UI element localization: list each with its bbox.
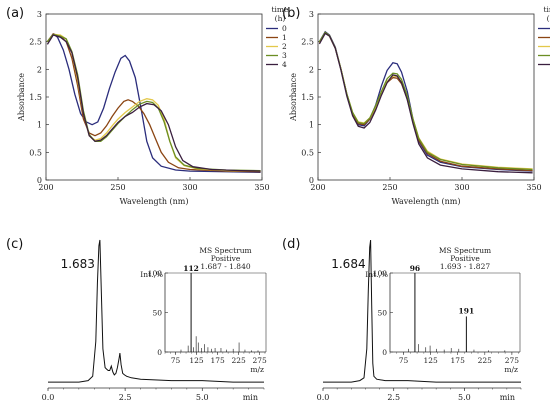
y-tick-label: 1 <box>37 121 42 130</box>
series-line-4 <box>318 32 533 174</box>
x-tick-label: 250 <box>382 183 397 192</box>
chromatogram-plot-c: 0.0 2.5 5.0 min 1.683 MS SpectrumPositive1.68… <box>42 239 268 402</box>
legend-entry: 3 <box>282 51 287 60</box>
x-tick-label: 200 <box>38 183 53 192</box>
legend-title-unit: (h) <box>275 14 286 23</box>
ms-x-tick-label: 275 <box>505 356 520 365</box>
ms-x-label: m/z <box>504 365 518 374</box>
series-line-0 <box>46 32 261 173</box>
ms-y-tick-label: 50 <box>152 309 162 318</box>
ms-x-label: m/z <box>250 365 264 374</box>
ms-x-tick-label: 225 <box>231 356 246 365</box>
legend-title: time <box>272 5 290 14</box>
x-axis-unit: min <box>500 393 515 402</box>
series-line-1 <box>46 33 261 173</box>
x-tick-label: 250 <box>110 183 125 192</box>
chromatogram-plot-d: 0.0 2.5 5.0 min 1.684 MS SpectrumPositive1.69… <box>317 239 522 402</box>
legend-entry: 2 <box>282 42 287 51</box>
legend-title: time <box>544 5 550 14</box>
ms-range: 1.687 - 1.840 <box>200 262 250 271</box>
ms-x-tick-label: 75 <box>399 356 409 365</box>
ms-x-tick-label: 125 <box>189 356 204 365</box>
x-axis-unit: min <box>243 393 258 402</box>
y-tick-label: 3 <box>309 10 314 19</box>
ms-title: MS Spectrum <box>439 246 491 255</box>
series-line-2 <box>318 31 533 170</box>
x-tick-label: 300 <box>454 183 469 192</box>
panel-letter-b: (b) <box>282 6 300 21</box>
x-tick-label: 2.5 <box>387 393 400 402</box>
ms-y-tick-label: 100 <box>148 269 163 278</box>
y-axis-title: Absorbance <box>17 73 26 122</box>
series-line-4 <box>46 34 261 172</box>
ms-base-peak-label: 112 <box>183 264 199 273</box>
ms-y-tick-label: 0 <box>382 348 387 357</box>
ms-peak-label: 191 <box>459 306 475 315</box>
x-tick-label: 2.5 <box>119 393 132 402</box>
x-axis-title: Wavelength (nm) <box>119 197 188 206</box>
x-tick-label: 350 <box>526 183 541 192</box>
series-line-3 <box>318 31 533 171</box>
ms-range: 1.693 - 1.827 <box>440 262 490 271</box>
y-axis-title: Absorbance <box>289 73 298 122</box>
ms-y-tick-label: 0 <box>157 348 162 357</box>
x-tick-label: 300 <box>182 183 197 192</box>
ms-title: MS Spectrum <box>199 246 251 255</box>
ms-y-label: Int.,% <box>140 270 163 279</box>
panel-letter-a: (a) <box>6 6 24 21</box>
x-tick-label: 0.0 <box>42 393 55 402</box>
ms-x-tick-label: 75 <box>171 356 181 365</box>
legend-entry: 4 <box>282 60 287 69</box>
y-tick-label: 1.5 <box>29 93 42 102</box>
x-axis-title: Wavelength (nm) <box>391 197 460 206</box>
panel-letter-c: (c) <box>6 237 23 252</box>
ms-x-tick-label: 275 <box>253 356 268 365</box>
ms-base-peak-label: 96 <box>410 264 420 273</box>
series-line-3 <box>46 33 261 172</box>
series-line-2 <box>46 33 261 172</box>
y-tick-label: 0.5 <box>301 148 314 157</box>
y-tick-label: 1 <box>309 121 314 130</box>
uv-vis-plot-a: 200 250 300 350 0 0.5 1 1.5 2 2.5 3 Wavelength (nm)… <box>17 5 289 206</box>
y-tick-label: 2 <box>37 65 42 74</box>
x-tick-label: 200 <box>310 183 325 192</box>
ms-y-tick-label: 50 <box>377 309 387 318</box>
y-tick-label: 2.5 <box>301 38 314 47</box>
panel-letter-d: (d) <box>282 237 300 252</box>
plot-frame <box>45 13 263 181</box>
ms-x-tick-label: 225 <box>478 356 493 365</box>
ms-x-tick-label: 125 <box>423 356 438 365</box>
y-tick-label: 3 <box>37 10 42 19</box>
ms-x-tick-label: 175 <box>210 356 225 365</box>
ms-x-tick-label: 175 <box>451 356 466 365</box>
y-tick-label: 2 <box>309 65 314 74</box>
x-tick-label: 350 <box>254 183 269 192</box>
y-tick-label: 0.5 <box>29 148 42 157</box>
peak-retention-label: 1.683 <box>61 257 95 271</box>
y-tick-label: 1.5 <box>301 93 314 102</box>
uv-vis-plot-b: 200 250 300 350 0 0.5 1 1.5 2 2.5 3 Wavelength (nm)… <box>289 5 550 206</box>
x-tick-label: 5.0 <box>458 393 471 402</box>
ms-y-label: Int.,% <box>365 270 388 279</box>
y-tick-label: 0 <box>37 176 42 185</box>
legend-entry: 1 <box>282 33 287 42</box>
y-tick-label: 0 <box>309 176 314 185</box>
chromatogram-trace <box>48 239 264 383</box>
legend-title-unit: (h) <box>547 14 550 23</box>
ms-mode: Positive <box>211 254 241 263</box>
x-tick-label: 5.0 <box>196 393 209 402</box>
ms-mode: Positive <box>450 254 480 263</box>
ms-y-tick-label: 100 <box>373 269 388 278</box>
legend-entry: 0 <box>282 24 287 33</box>
peak-retention-label: 1.684 <box>331 257 365 271</box>
x-tick-label: 0.0 <box>317 393 330 402</box>
y-tick-label: 2.5 <box>29 38 42 47</box>
chromatogram-trace <box>323 239 521 383</box>
